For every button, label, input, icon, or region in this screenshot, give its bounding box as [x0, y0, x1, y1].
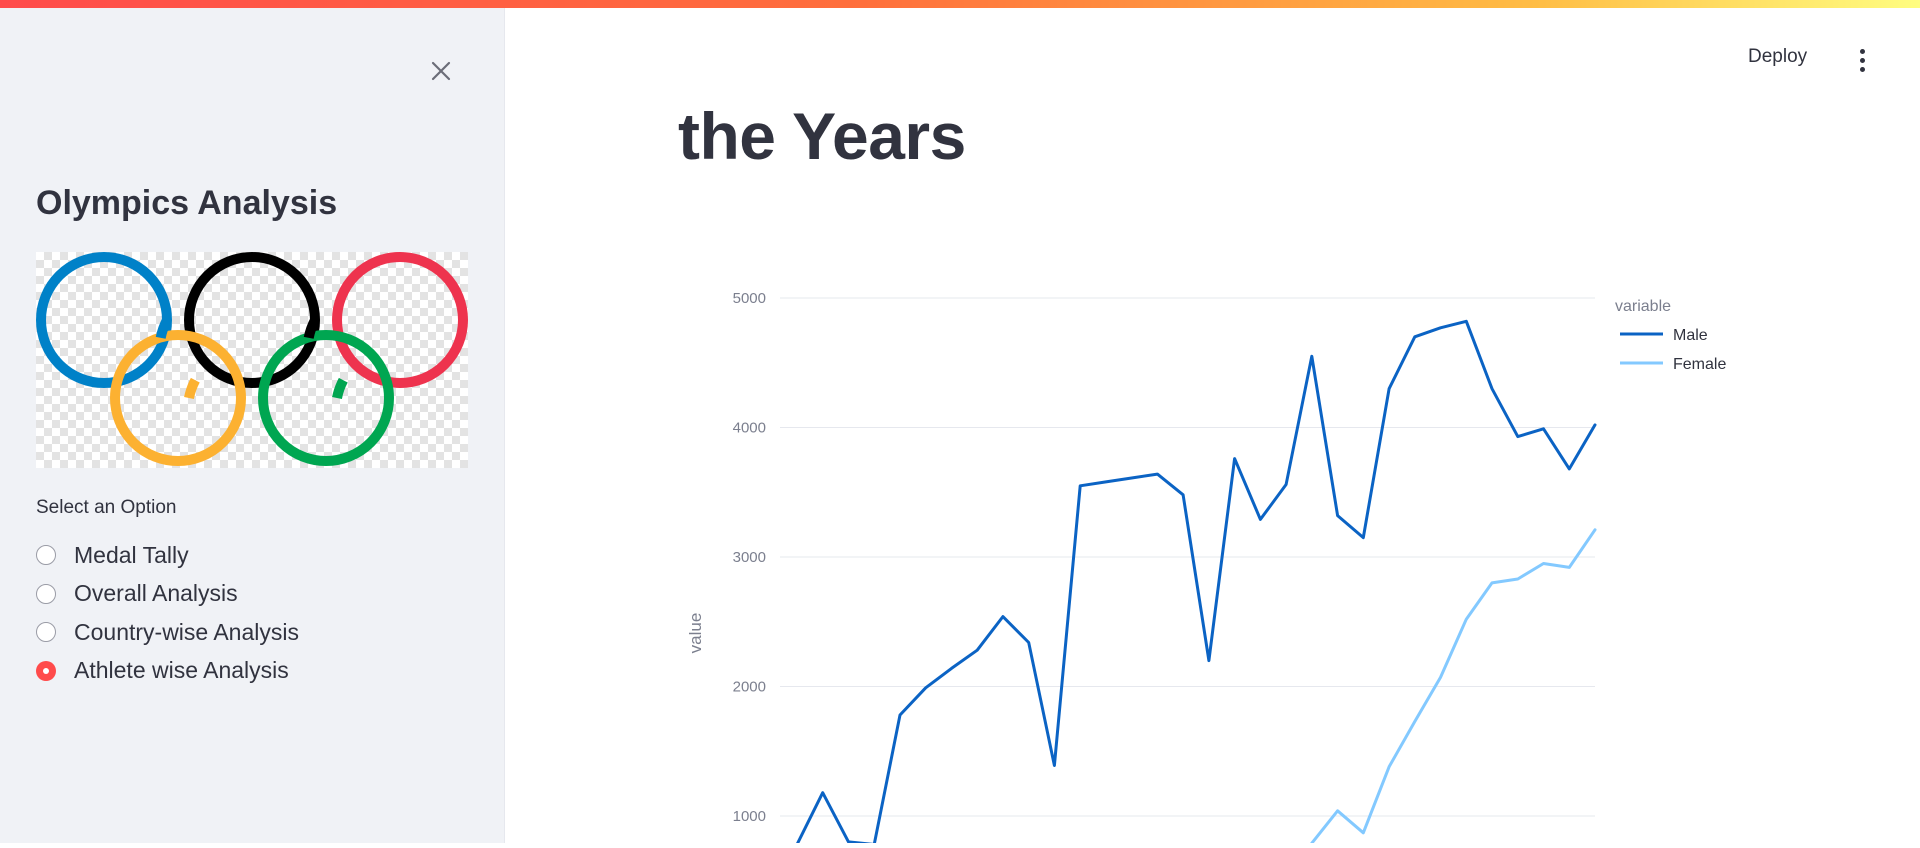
- y-tick-label: 1000: [733, 808, 766, 825]
- red-ring: [332, 252, 468, 388]
- y-tick-label: 4000: [733, 420, 766, 437]
- series-line-male: [796, 319, 1597, 843]
- y-tick-label: 3000: [733, 549, 766, 566]
- radio-button-icon[interactable]: [36, 583, 56, 604]
- radio-option-athlete-wise-analysis[interactable]: Athlete wise Analysis: [36, 652, 299, 691]
- series-line-female: [1310, 528, 1597, 843]
- blue-ring: [36, 252, 172, 388]
- radio-option-label: Country-wise Analysis: [74, 618, 299, 645]
- participation-line-chart: 5000 4000 3000 2000 1000 value variable Male Fem…: [660, 268, 1760, 848]
- radio-group-label: Select an Option: [36, 497, 177, 518]
- olympic-rings-logo: [36, 252, 468, 468]
- yellow-ring: [110, 330, 246, 466]
- green-ring: [258, 330, 394, 466]
- radio-option-label: Medal Tally: [74, 541, 189, 568]
- y-tick-label: 5000: [733, 290, 766, 307]
- top-decoration-bar: [0, 0, 1920, 8]
- black-ring: [184, 252, 320, 388]
- legend-label-male: Male: [1673, 327, 1708, 344]
- deploy-button[interactable]: Deploy: [1748, 46, 1808, 67]
- sidebar-title: Olympics Analysis: [36, 184, 338, 222]
- radio-option-overall-analysis[interactable]: Overall Analysis: [36, 575, 299, 614]
- close-sidebar-button[interactable]: [426, 56, 456, 86]
- y-tick-label: 2000: [733, 679, 766, 696]
- radio-button-selected-icon[interactable]: [36, 660, 56, 681]
- y-axis-label: value: [686, 613, 705, 654]
- legend-label-female: Female: [1673, 356, 1726, 373]
- legend-title: variable: [1615, 298, 1671, 315]
- radio-button-icon[interactable]: [36, 545, 56, 566]
- close-icon: [431, 61, 451, 81]
- analysis-radio-group: Medal Tally Overall Analysis Country-wis…: [36, 536, 299, 690]
- radio-option-label: Overall Analysis: [74, 580, 238, 607]
- radio-option-medal-tally[interactable]: Medal Tally: [36, 536, 299, 575]
- page-heading: the Years: [678, 99, 966, 173]
- radio-button-icon[interactable]: [36, 622, 56, 643]
- radio-option-label: Athlete wise Analysis: [74, 657, 289, 684]
- sidebar: Olympics Analysis Select an Option Medal…: [0, 8, 505, 843]
- more-vertical-icon[interactable]: [1850, 44, 1874, 76]
- radio-option-country-wise-analysis[interactable]: Country-wise Analysis: [36, 613, 299, 652]
